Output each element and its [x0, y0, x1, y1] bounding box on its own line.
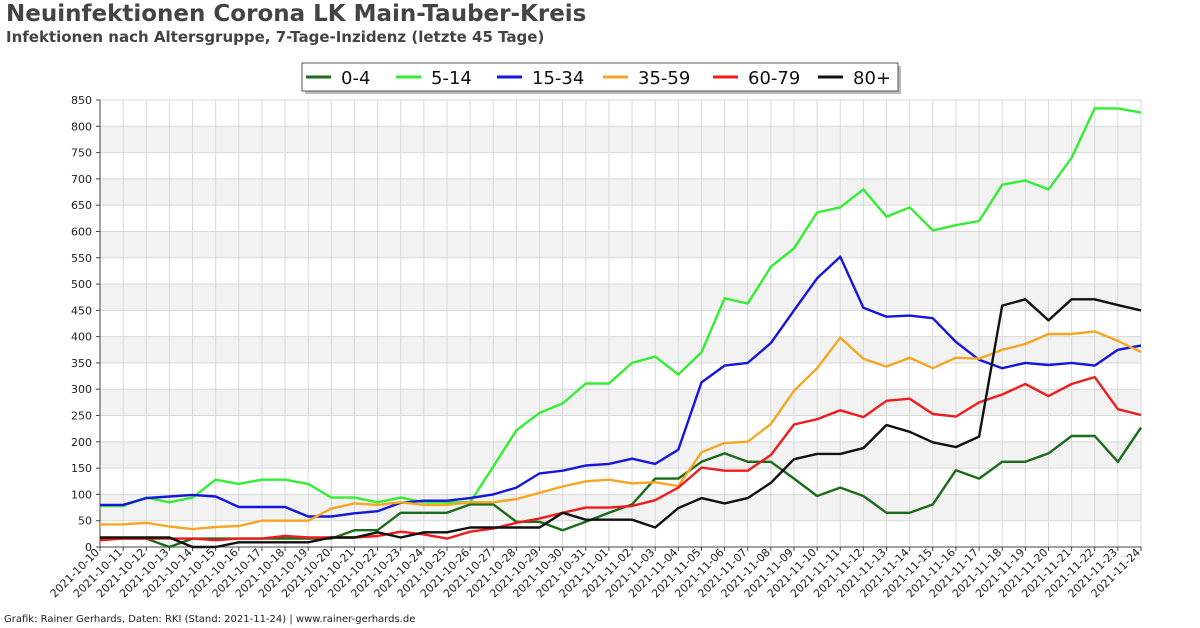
- grid-band: [100, 441, 1141, 469]
- y-tick-label: 650: [71, 199, 92, 212]
- y-tick-label: 800: [71, 120, 92, 133]
- series-line-35-59: [100, 330, 1142, 531]
- y-tick-label: 450: [71, 304, 92, 317]
- y-tick-label: 750: [71, 147, 92, 160]
- y-tick-label: 550: [71, 252, 92, 265]
- chart-title: Neuinfektionen Corona LK Main-Tauber-Kre…: [6, 1, 587, 27]
- series-line-60-79: [99, 375, 1142, 542]
- y-tick-label: 700: [71, 173, 92, 186]
- y-tick-label: 400: [71, 331, 92, 344]
- legend-label: 80+: [853, 68, 891, 89]
- grid-band: [100, 178, 1141, 206]
- y-tick-label: 50: [78, 515, 92, 528]
- grid-band: [100, 126, 1141, 153]
- legend-label: 60-79: [748, 68, 800, 89]
- series-line-0-4: [100, 426, 1142, 549]
- legend-label: 5-14: [431, 68, 472, 89]
- chart-subtitle: Infektionen nach Altersgruppe, 7-Tage-In…: [6, 28, 545, 46]
- source-footer: Grafik: Rainer Gerhards, Daten: RKI (Sta…: [4, 614, 416, 625]
- grid-band: [100, 284, 1141, 311]
- grid-band: [100, 389, 1141, 416]
- axes: [96, 99, 1142, 551]
- x-tick-labels: 2021-10-102021-10-112021-10-122021-10-13…: [48, 546, 1143, 600]
- y-tick-label: 600: [71, 225, 92, 238]
- y-tick-label: 100: [71, 488, 92, 501]
- legend-label: 0-4: [341, 68, 370, 89]
- series-line-5-14: [100, 107, 1142, 508]
- y-tick-labels: 0 50 100 150 200 250 300 350 400 450 500 550 600 650 7…: [71, 94, 92, 554]
- legend-label: 15-34: [532, 68, 584, 89]
- y-tick-label: 150: [71, 462, 92, 475]
- y-tick-label: 350: [71, 357, 92, 370]
- y-tick-label: 200: [71, 436, 92, 449]
- y-tick-label: 0: [85, 541, 92, 554]
- legend-box: [301, 62, 899, 92]
- series-lines: [99, 107, 1142, 549]
- y-tick-label: 250: [71, 410, 92, 423]
- y-tick-label: 850: [71, 94, 92, 107]
- grid-band: [100, 336, 1141, 363]
- y-tick-label: 500: [71, 278, 92, 291]
- series-line-80+: [100, 298, 1142, 549]
- y-tick-label: 300: [71, 383, 92, 396]
- series-line-15-34: [100, 255, 1142, 518]
- legend: 0-4 5-14 15-34 35-59 60-79 80+: [301, 62, 901, 94]
- grid-band: [100, 231, 1141, 258]
- legend-label: 35-59: [638, 68, 690, 89]
